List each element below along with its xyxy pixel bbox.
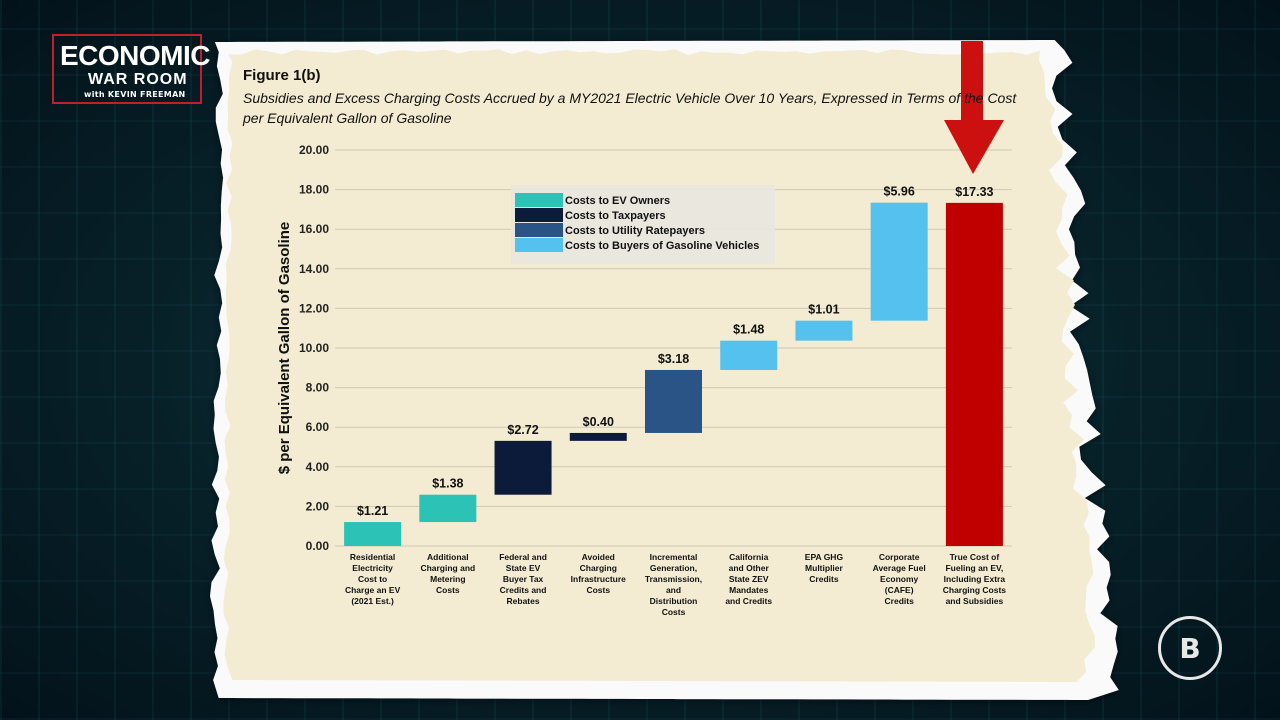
- y-tick-label: 8.00: [306, 381, 330, 395]
- x-tick-label: Buyer Tax: [503, 574, 544, 584]
- legend-entry: Costs to EV Owners: [565, 195, 670, 207]
- y-tick-label: 2.00: [306, 499, 330, 513]
- x-tick-label: Fueling an EV,: [945, 563, 1003, 573]
- bar: [494, 440, 552, 495]
- arrow-head-icon: [944, 120, 1004, 174]
- x-tick-label: State ZEV: [729, 574, 769, 584]
- logo-line-1: ECONOMIC: [60, 40, 211, 71]
- x-tick-label: Residential: [350, 552, 395, 562]
- y-tick-label: 14.00: [299, 262, 329, 276]
- logo-line-2: WAR ROOM: [88, 71, 188, 88]
- x-tick-label: State EV: [506, 563, 541, 573]
- y-tick-label: 0.00: [306, 539, 330, 553]
- data-label: $17.33: [955, 185, 993, 199]
- x-tick-label: Incremental: [650, 552, 698, 562]
- x-tick-label: Credits and: [500, 585, 547, 595]
- legend-entry: Costs to Utility Ratepayers: [565, 225, 705, 237]
- x-tick-label: Corporate: [879, 552, 920, 562]
- x-tick-label: Costs: [586, 585, 610, 595]
- bar: [419, 494, 477, 523]
- bar: [720, 340, 778, 370]
- x-tick-label: Generation,: [650, 563, 697, 573]
- x-tick-label: Electricity: [352, 563, 393, 573]
- bar: [945, 202, 1003, 546]
- x-tick-label: Distribution: [650, 596, 698, 606]
- bar: [645, 369, 702, 433]
- x-tick-label: Infrastructure: [571, 574, 627, 584]
- x-tick-label: and: [666, 585, 681, 595]
- y-tick-label: 16.00: [299, 222, 329, 236]
- bar: [344, 522, 402, 546]
- arrow-shaft: [961, 41, 983, 123]
- x-tick-label: Charge an EV: [345, 585, 401, 595]
- data-label: $3.18: [658, 352, 689, 366]
- y-tick-label: 6.00: [306, 420, 330, 434]
- x-tick-label: and Credits: [725, 596, 772, 606]
- y-tick-label: 10.00: [299, 341, 329, 355]
- x-tick-label: True Cost of: [950, 552, 1000, 562]
- data-label: $5.96: [884, 185, 915, 199]
- x-tick-label: Costs: [662, 607, 686, 617]
- bar: [870, 202, 928, 321]
- y-tick-label: 18.00: [299, 183, 329, 197]
- legend-swatch: [515, 238, 563, 252]
- legend-swatch: [515, 193, 563, 207]
- y-axis-label: $ per Equivalent Gallon of Gasoline: [276, 222, 293, 475]
- data-label: $1.01: [808, 303, 839, 317]
- logo-line-3: with KEVIN FREEMAN: [84, 90, 186, 99]
- data-label: $2.72: [507, 423, 538, 437]
- x-tick-label: Rebates: [507, 596, 540, 606]
- svg-text:B: B: [1179, 632, 1200, 665]
- x-tick-label: Multiplier: [805, 563, 843, 573]
- data-label: $0.40: [583, 415, 614, 429]
- x-tick-label: EPA GHG: [805, 552, 844, 562]
- x-tick-label: Additional: [427, 552, 469, 562]
- bar: [795, 320, 853, 341]
- x-tick-label: Charging Costs: [943, 585, 1007, 595]
- x-tick-label: Credits: [809, 574, 839, 584]
- x-tick-label: Cost to: [358, 574, 387, 584]
- x-tick-label: Costs: [436, 585, 460, 595]
- x-tick-label: Federal and: [499, 552, 547, 562]
- b-glyph-icon: B: [1179, 632, 1200, 665]
- x-tick-label: Charging: [580, 563, 617, 573]
- legend-entry: Costs to Taxpayers: [565, 210, 666, 222]
- data-label: $1.21: [357, 504, 388, 518]
- data-label: $1.48: [733, 323, 764, 337]
- x-tick-label: Credits: [885, 596, 915, 606]
- x-tick-label: Avoided: [582, 552, 615, 562]
- x-tick-label: Transmission,: [645, 574, 702, 584]
- y-tick-label: 12.00: [299, 301, 329, 315]
- bold-b-logo-icon: B: [1158, 616, 1222, 680]
- x-tick-label: (2021 Est.): [351, 596, 394, 606]
- x-tick-label: (CAFE): [885, 585, 914, 595]
- y-tick-label: 20.00: [299, 143, 329, 157]
- x-tick-label: California: [729, 552, 768, 562]
- x-tick-label: and Subsidies: [946, 596, 1004, 606]
- x-tick-label: Mandates: [729, 585, 768, 595]
- figure-title: Figure 1(b): [243, 67, 321, 84]
- data-label: $1.38: [432, 477, 463, 491]
- x-tick-label: Economy: [880, 574, 919, 584]
- x-tick-label: Average Fuel: [873, 563, 926, 573]
- x-tick-label: Charging and: [420, 563, 475, 573]
- economic-war-room-logo: ECONOMIC WAR ROOM with KEVIN FREEMAN: [52, 34, 211, 104]
- x-tick-label: and Other: [729, 563, 770, 573]
- legend-swatch: [515, 223, 563, 237]
- figure-subtitle: Subsidies and Excess Charging Costs Accr…: [243, 90, 1017, 126]
- y-tick-label: 4.00: [306, 460, 330, 474]
- x-tick-label: Including Extra: [944, 574, 1006, 584]
- legend-swatch: [515, 208, 563, 222]
- bar: [569, 432, 627, 441]
- legend-entry: Costs to Buyers of Gasoline Vehicles: [565, 240, 759, 252]
- x-tick-label: Metering: [430, 574, 465, 584]
